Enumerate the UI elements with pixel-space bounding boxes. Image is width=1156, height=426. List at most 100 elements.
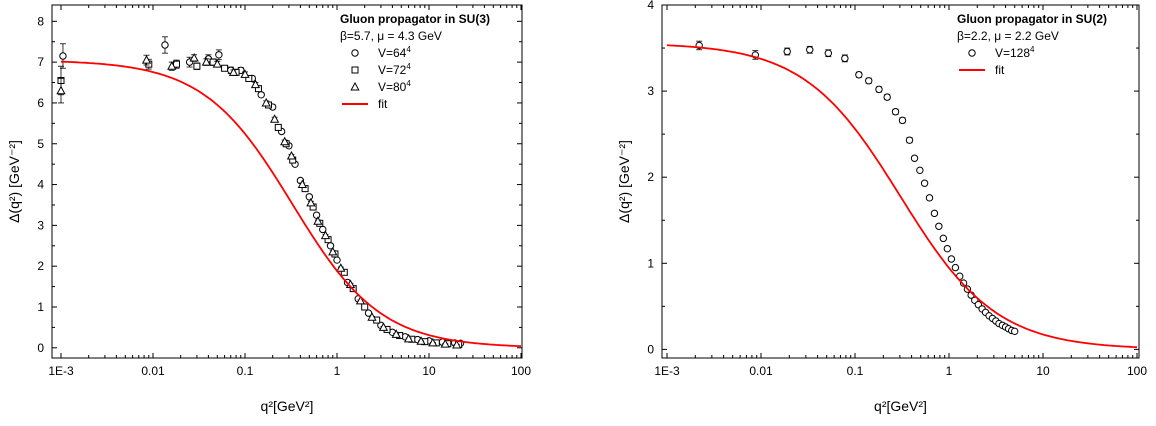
y-tick-label: 3: [647, 84, 654, 98]
x-axis-title: q²[GeV²]: [261, 398, 314, 414]
data-point: [270, 114, 280, 123]
fit-curve: [666, 44, 1138, 349]
data-point: [261, 97, 271, 107]
x-tick-label: 10: [422, 364, 436, 378]
data-point: [228, 67, 239, 76]
data-point: [947, 255, 956, 263]
data-point: [891, 108, 900, 116]
data-point: [939, 234, 948, 243]
x-tick-label: 1E-3: [48, 364, 74, 378]
data-point: [240, 69, 250, 78]
data-point: [167, 61, 177, 70]
legend: Gluon propagator in SU(3) β=5.7, μ = 4.3 …: [340, 12, 490, 111]
data-point: [943, 244, 952, 253]
data-point: [910, 154, 919, 162]
series-triangle: [56, 53, 462, 349]
chart-panel-2: 1E-3 0.01 0.1 1 10 100 0 1 2 3 4 q²[GeV²] Δ(q²) [GeV…: [616, 0, 1147, 414]
data-point: [59, 52, 67, 60]
x-tick-label: 100: [1127, 364, 1147, 378]
data-point: [215, 51, 223, 59]
plot-frame: [661, 4, 1140, 359]
data-point: [257, 91, 265, 99]
y-tick-label: 7: [37, 55, 44, 69]
fit-curve: [61, 60, 521, 347]
legend-label: V=804: [378, 79, 411, 94]
x-tick-label: 0.1: [847, 364, 864, 378]
y-tick-label: 0: [37, 341, 44, 355]
data-point: [378, 322, 389, 331]
data-point: [245, 74, 253, 82]
legend-subtitle: β=5.7, μ = 4.3 GeV: [340, 29, 442, 43]
data-point: [452, 339, 462, 349]
data-point: [440, 339, 450, 348]
data-point: [875, 85, 883, 94]
x-tick-label: 1E-3: [654, 364, 680, 378]
data-point: [361, 303, 369, 311]
data-point: [898, 116, 907, 125]
data-point: [333, 256, 341, 264]
y-tick-label: 4: [647, 0, 654, 12]
legend-label: fit: [995, 63, 1005, 77]
legend-title: Gluon propagator in SU(3): [340, 12, 490, 26]
y-axis-title: Δ(q²) [GeV⁻²]: [616, 140, 632, 223]
legend-marker-circle: [968, 49, 976, 57]
x-tick-label: 0.01: [749, 364, 773, 378]
data-point: [367, 312, 377, 321]
legend-label: V=724: [378, 62, 411, 77]
x-tick-label: 0.1: [237, 364, 254, 378]
data-point: [161, 41, 169, 49]
legend-label: V=1284: [995, 45, 1035, 60]
data-point: [416, 336, 426, 345]
data-point: [189, 53, 199, 62]
data-point: [883, 93, 891, 101]
data-point: [312, 211, 321, 219]
y-tick-label: 5: [37, 137, 44, 151]
x-tick-label: 1: [334, 364, 341, 378]
data-point: [930, 209, 939, 218]
y-tick-label: 0: [647, 342, 654, 356]
data-point: [250, 79, 261, 89]
data-point: [212, 59, 222, 68]
y-tick-label: 2: [647, 170, 654, 184]
data-point: [286, 150, 297, 160]
data-point: [916, 166, 924, 175]
y-tick-label: 3: [37, 218, 44, 232]
legend-subtitle: β=2.2, μ = 2.2 GeV: [957, 29, 1059, 43]
data-point: [320, 230, 331, 240]
data-point: [905, 136, 914, 144]
series-square: [57, 58, 463, 349]
y-tick-label: 4: [37, 178, 44, 192]
legend-marker-square: [351, 66, 359, 74]
data-point: [56, 85, 66, 95]
data-point: [1011, 327, 1019, 336]
x-tick-label: 100: [511, 364, 531, 378]
x-axis-title: q²[GeV²]: [874, 398, 927, 414]
legend-title: Gluon propagator in SU(2): [957, 12, 1107, 26]
data-point: [920, 179, 929, 187]
data-point: [783, 47, 791, 56]
y-tick-label: 2: [37, 259, 44, 273]
legend-marker-circle: [351, 49, 359, 57]
data-point: [172, 60, 180, 68]
data-point: [141, 55, 152, 64]
y-tick-label: 1: [37, 300, 44, 314]
data-point: [951, 263, 960, 272]
y-axis-title: Δ(q²) [GeV⁻²]: [6, 140, 22, 223]
data-point: [855, 71, 863, 79]
data-point: [403, 333, 414, 343]
x-tick-label: 10: [1036, 364, 1050, 378]
data-point: [201, 57, 211, 66]
data-point: [313, 216, 323, 225]
data-point: [193, 62, 201, 70]
x-tick-label: 1: [946, 364, 953, 378]
legend-label: V=644: [378, 45, 411, 60]
legend: Gluon propagator in SU(2) β=2.2, μ = 2.2 …: [957, 12, 1107, 77]
data-point: [328, 246, 338, 256]
data-point: [925, 194, 934, 202]
x-tick-label: 0.01: [141, 364, 165, 378]
data-point: [959, 279, 968, 287]
data-point: [340, 268, 348, 276]
data-point: [841, 54, 849, 63]
